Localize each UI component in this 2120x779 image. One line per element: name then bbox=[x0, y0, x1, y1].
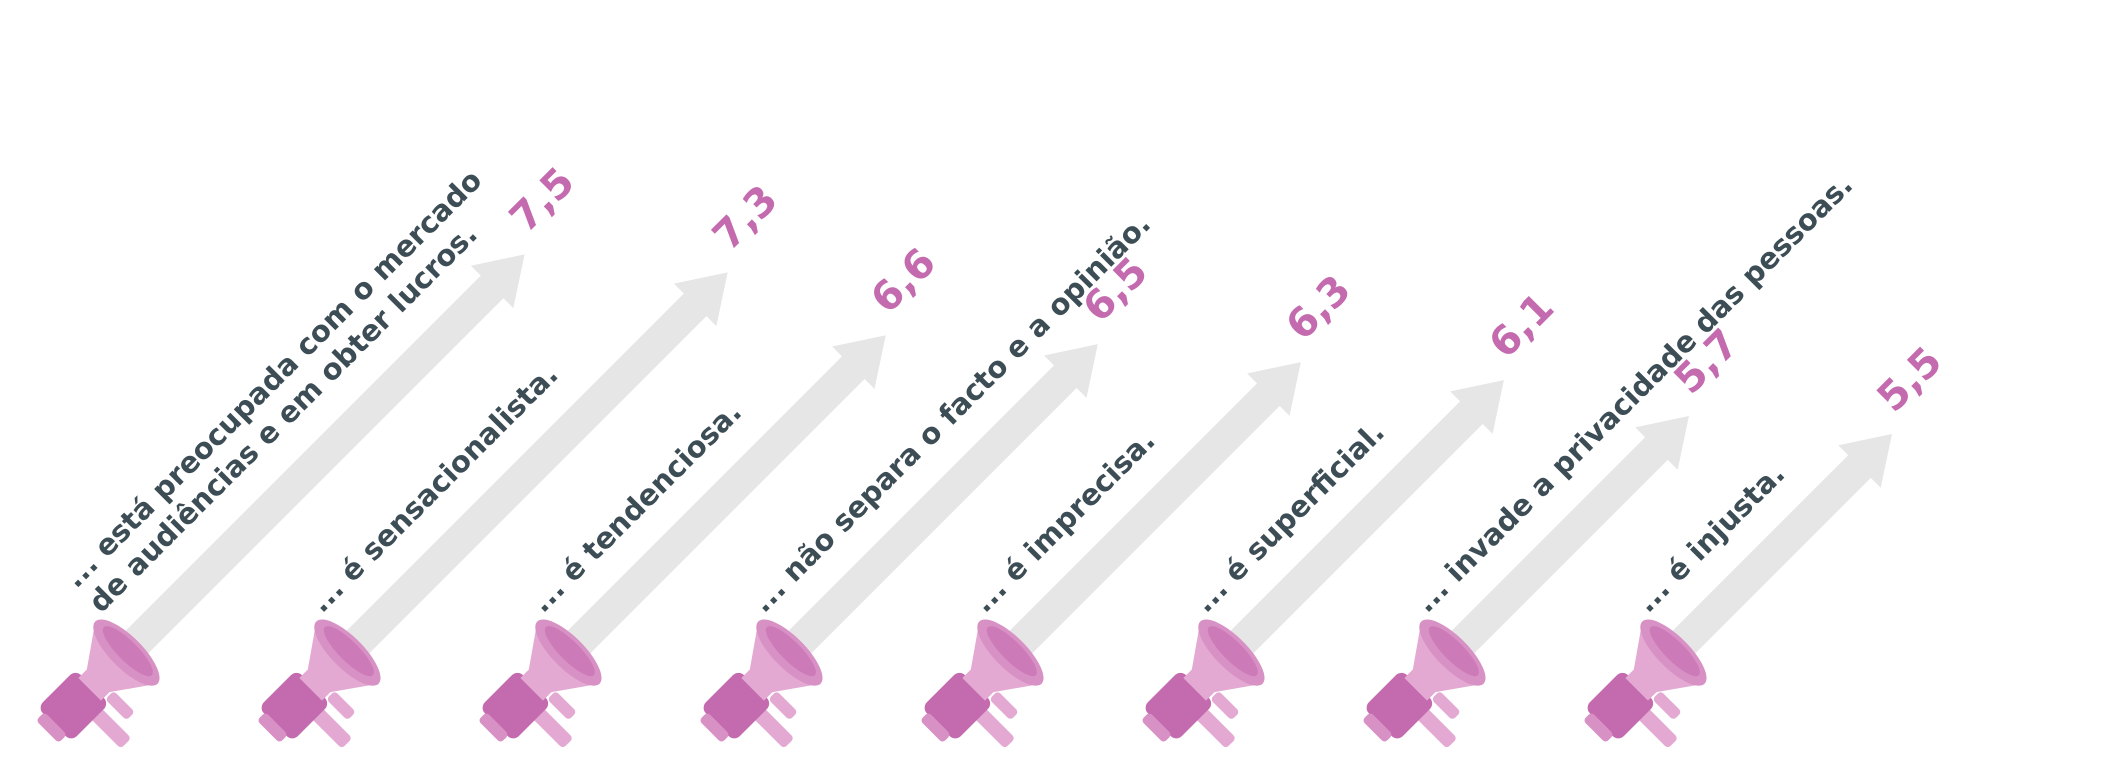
data-label: 6,1 bbox=[1480, 285, 1563, 368]
megaphone-cap bbox=[1584, 713, 1613, 742]
megaphone-cap bbox=[700, 713, 729, 742]
megaphone-handle bbox=[975, 708, 1014, 748]
category-label-line: ... está preocupada com o mercado bbox=[57, 163, 488, 594]
megaphone-icon bbox=[479, 619, 602, 748]
bar-arrow-shape bbox=[776, 344, 1098, 666]
megaphone-handle bbox=[91, 708, 130, 748]
megaphone-grip bbox=[769, 692, 797, 719]
megaphone-grip bbox=[1211, 692, 1239, 719]
arrows-layer bbox=[113, 254, 1893, 666]
data-label: 6,6 bbox=[862, 240, 945, 323]
megaphone-bell-inner bbox=[1649, 626, 1700, 677]
megaphone-bell-inner bbox=[102, 626, 153, 677]
bar-arrow bbox=[334, 272, 728, 666]
megaphone-neck bbox=[1404, 668, 1437, 701]
megaphone-icon bbox=[700, 619, 823, 748]
bar-arrow-shape bbox=[334, 272, 728, 666]
megaphone-bell-inner bbox=[1428, 626, 1479, 677]
megaphone-icon bbox=[1363, 619, 1486, 748]
megaphone-icon bbox=[1584, 619, 1707, 748]
megaphone-cap bbox=[1142, 713, 1171, 742]
megaphone-icon bbox=[921, 619, 1044, 748]
bar-arrow bbox=[776, 344, 1098, 666]
data-label: 5,5 bbox=[1869, 338, 1952, 421]
megaphone-cap bbox=[921, 713, 950, 742]
bar-arrow bbox=[1660, 433, 1893, 666]
megaphone-grip bbox=[106, 692, 134, 719]
megaphone-grip bbox=[1653, 692, 1681, 719]
megaphone-handle bbox=[533, 708, 572, 748]
megaphone-grip bbox=[327, 692, 355, 719]
bar-arrow-shape bbox=[1439, 416, 1689, 666]
megaphone-bell-inner bbox=[1207, 626, 1258, 677]
megaphone-neck bbox=[741, 668, 774, 701]
megaphone-grip bbox=[548, 692, 576, 719]
megaphone-neck bbox=[78, 668, 111, 701]
megaphone-bell-inner bbox=[765, 626, 816, 677]
megaphone-bell-inner bbox=[986, 626, 1037, 677]
bar-arrow bbox=[555, 335, 886, 666]
data-label: 7,3 bbox=[704, 177, 787, 260]
megaphone-grip bbox=[990, 692, 1018, 719]
bar-arrow bbox=[113, 254, 525, 666]
bar-arrow bbox=[1439, 416, 1689, 666]
bar-arrow-shape bbox=[113, 254, 525, 666]
bar-arrow bbox=[1218, 380, 1504, 666]
megaphones-layer bbox=[37, 619, 1707, 748]
megaphone-icon bbox=[1142, 619, 1265, 748]
megaphone-neck bbox=[299, 668, 332, 701]
megaphone-handle bbox=[754, 708, 793, 748]
megaphone-handle bbox=[312, 708, 351, 748]
bar-arrow-shape bbox=[1218, 380, 1504, 666]
megaphone-neck bbox=[520, 668, 553, 701]
megaphone-icon bbox=[37, 619, 160, 748]
megaphone-handle bbox=[1196, 708, 1235, 748]
bar-arrow-shape bbox=[555, 335, 886, 666]
megaphone-cap bbox=[479, 713, 508, 742]
labels-layer: ... está preocupada com o mercadode audi… bbox=[57, 163, 1859, 619]
megaphone-handle bbox=[1417, 708, 1456, 748]
megaphone-handle bbox=[1638, 708, 1677, 748]
data-label: 6,3 bbox=[1277, 267, 1360, 350]
megaphone-cap bbox=[258, 713, 287, 742]
megaphone-neck bbox=[962, 668, 995, 701]
megaphone-cap bbox=[1363, 713, 1392, 742]
megaphone-bell-inner bbox=[323, 626, 374, 677]
bar-arrow-shape bbox=[1660, 433, 1893, 666]
bar-arrow bbox=[997, 362, 1301, 666]
bar-arrow-shape bbox=[997, 362, 1301, 666]
megaphone-cap bbox=[37, 713, 66, 742]
data-label: 7,5 bbox=[501, 159, 584, 242]
megaphone-neck bbox=[1183, 668, 1216, 701]
megaphone-icon bbox=[258, 619, 381, 748]
megaphone-neck bbox=[1625, 668, 1658, 701]
megaphone-grip bbox=[1432, 692, 1460, 719]
megaphone-bell-inner bbox=[544, 626, 595, 677]
